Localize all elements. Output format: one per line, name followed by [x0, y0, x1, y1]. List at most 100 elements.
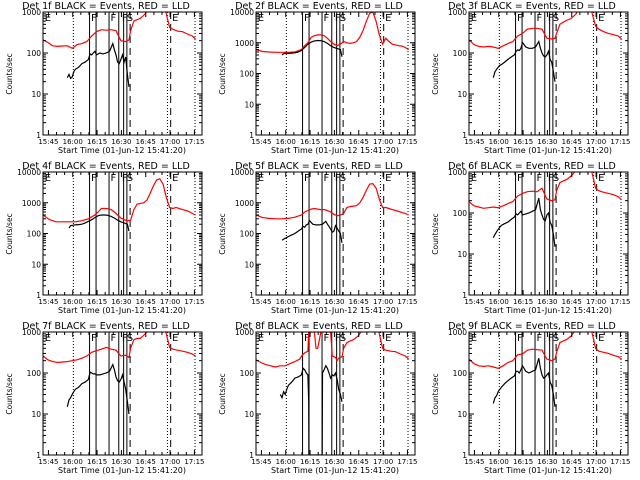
event-markers	[285, 332, 409, 455]
y-tick-label: 1	[249, 131, 254, 140]
x-tick-label: 16:00	[489, 458, 509, 466]
series-events-line	[492, 40, 556, 82]
plot-frame	[42, 331, 203, 456]
marker-label: F	[111, 333, 117, 344]
chart-title: Det 1f BLACK = Events, RED = LLD	[22, 1, 190, 12]
marker-label: E	[598, 173, 604, 184]
marker-label: F	[517, 13, 523, 24]
series-events-line	[492, 198, 556, 247]
y-tick-label: 100	[27, 230, 42, 239]
y-tick-label: 10	[244, 100, 254, 109]
y-axis-label: Counts/sec	[431, 53, 440, 94]
x-tick-label: 16:00	[63, 298, 83, 306]
x-tick-label: 16:45	[562, 138, 582, 146]
x-tick-label: 15:45	[251, 458, 271, 466]
marker-label: F	[548, 13, 554, 24]
marker-label: E	[258, 333, 264, 344]
chart-panel-7: Det 7f BLACK = Events, RED = LLD Counts/s…	[5, 321, 205, 475]
x-tick-label: 16:00	[489, 298, 509, 306]
x-tick-label: 16:15	[513, 458, 533, 466]
marker-label: F	[335, 173, 341, 184]
x-axis-label: Start Time (01-Jun-12 15:41:20)	[484, 466, 612, 475]
x-tick-label: 16:15	[300, 138, 320, 146]
marker-label: F	[91, 173, 97, 184]
x-tick-label: 16:15	[87, 138, 107, 146]
y-tick-label: 1000	[22, 8, 41, 17]
x-tick-label: 16:00	[276, 458, 296, 466]
marker-label: E	[45, 173, 51, 184]
marker-label: E	[172, 333, 178, 344]
x-tick-label: 17:15	[397, 138, 417, 146]
y-tick-label: 1	[36, 291, 41, 300]
x-tick-label: 16:45	[349, 138, 369, 146]
x-tick-label: 16:00	[276, 298, 296, 306]
x-axis-label: Start Time (01-Jun-12 15:41:20)	[484, 306, 612, 315]
x-tick-label: 16:00	[489, 138, 509, 146]
x-tick-label: 16:45	[349, 458, 369, 466]
marker-label: F	[324, 333, 330, 344]
series-events-line	[66, 41, 130, 87]
marker-label: F	[537, 13, 543, 24]
marker-label: S	[340, 173, 346, 184]
marker-label: S	[553, 333, 559, 344]
marker-label: E	[385, 333, 391, 344]
marker-label: E	[385, 13, 391, 24]
marker-label: F	[335, 333, 341, 344]
series-lld-line	[43, 332, 196, 364]
y-tick-label: 1	[36, 131, 41, 140]
x-axis-label: Start Time (01-Jun-12 15:41:20)	[58, 466, 186, 475]
x-tick-label: 16:45	[349, 298, 369, 306]
y-tick-label: 10	[31, 90, 41, 99]
chart-panel-5: Det 5f BLACK = Events, RED = LLD Counts/s…	[218, 161, 418, 315]
y-tick-label: 1	[462, 451, 467, 460]
x-tick-label: 15:45	[464, 298, 484, 306]
y-tick-label: 10	[244, 410, 254, 419]
marker-label: E	[471, 13, 477, 24]
y-tick-label: 100	[453, 209, 468, 218]
x-tick-label: 16:45	[136, 298, 156, 306]
x-tick-label: 16:30	[111, 138, 131, 146]
x-tick-label: 16:00	[276, 138, 296, 146]
chart-panel-4: Det 4f BLACK = Events, RED = LLD Counts/s…	[5, 161, 205, 315]
x-tick-label: 16:00	[63, 458, 83, 466]
x-tick-label: 16:45	[136, 458, 156, 466]
marker-label: S	[553, 173, 559, 184]
x-tick-label: 17:15	[610, 298, 630, 306]
x-tick-label: 15:45	[38, 458, 58, 466]
y-tick-label: 1000	[235, 39, 254, 48]
x-tick-label: 16:15	[513, 138, 533, 146]
y-tick-label: 10	[457, 250, 467, 259]
x-tick-label: 17:00	[373, 458, 393, 466]
y-tick-label: 1000	[448, 168, 467, 177]
plot-frame	[255, 331, 416, 456]
marker-label: E	[45, 13, 51, 24]
x-tick-label: 15:45	[464, 458, 484, 466]
marker-label: F	[122, 173, 128, 184]
y-tick-label: 10	[457, 410, 467, 419]
x-tick-label: 17:00	[373, 138, 393, 146]
marker-label: S	[127, 333, 133, 344]
y-tick-label: 1	[462, 291, 467, 300]
marker-label: E	[471, 333, 477, 344]
y-tick-label: 1	[462, 131, 467, 140]
series-events-line	[281, 39, 343, 57]
x-tick-label: 16:15	[87, 298, 107, 306]
marker-label: E	[172, 173, 178, 184]
series-events-line	[281, 219, 343, 243]
y-tick-label: 1	[249, 291, 254, 300]
series-events-line	[492, 358, 556, 407]
y-tick-label: 1	[36, 451, 41, 460]
x-tick-label: 16:45	[562, 458, 582, 466]
x-tick-label: 17:15	[184, 298, 204, 306]
marker-label: E	[598, 13, 604, 24]
y-tick-label: 100	[240, 369, 255, 378]
y-tick-label: 100	[240, 230, 255, 239]
series-lld-line	[43, 12, 196, 50]
y-axis-label: Counts/sec	[218, 373, 227, 414]
series-lld-line	[43, 178, 196, 223]
y-axis-label: Counts/sec	[5, 53, 14, 94]
x-tick-label: 16:30	[537, 138, 557, 146]
series-events-line	[66, 362, 130, 415]
chart-panel-6: Det 6f BLACK = Events, RED = LLD Counts/s…	[431, 161, 631, 315]
